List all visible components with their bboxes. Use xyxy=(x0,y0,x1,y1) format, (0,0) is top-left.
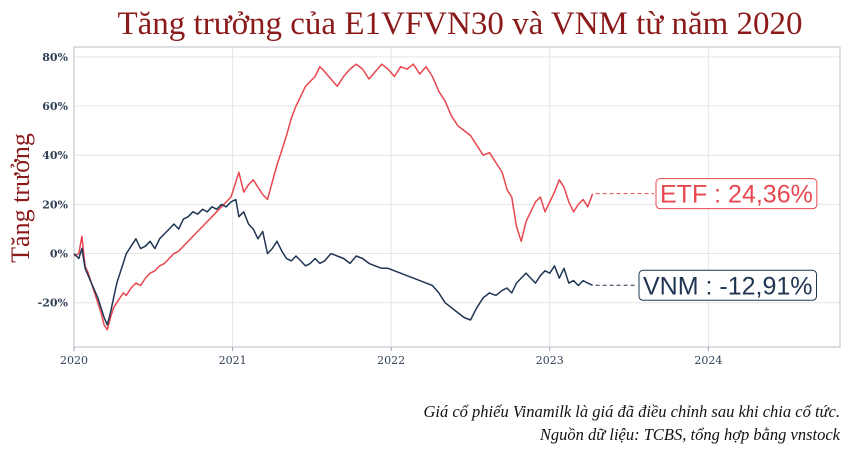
y-axis: 80% 60% 40% 20% 0% -20% xyxy=(38,51,69,310)
y-tick-label: -20% xyxy=(38,297,69,310)
series-line-etf xyxy=(73,63,594,331)
y-tick-label: 40% xyxy=(42,149,68,162)
series-line-vnm xyxy=(73,198,593,326)
end-label-box xyxy=(655,178,818,210)
x-axis: 2020 2021 2022 2023 2024 xyxy=(60,347,722,367)
y-tick-label: 0% xyxy=(50,248,69,261)
x-tick-label: 2020 xyxy=(60,354,88,367)
end-labels: ETF : 24,36% VNM : -12,91% xyxy=(638,178,818,301)
annotation-source: Nguồn dữ liệu: TCBS, tổng hợp bằng vnsto… xyxy=(539,425,841,444)
x-tick-label: 2023 xyxy=(536,354,564,367)
end-label-vnm: VNM : -12,91% xyxy=(638,269,818,301)
grid xyxy=(73,47,840,347)
plot-frame xyxy=(73,46,841,348)
series-layer xyxy=(73,63,654,331)
y-axis-label: Tăng trưởng xyxy=(6,133,35,263)
chart-title: Tăng trưởng của E1VFVN30 và VNM từ năm 2… xyxy=(117,6,802,42)
x-tick-label: 2021 xyxy=(219,354,247,367)
y-tick-label: 80% xyxy=(42,51,68,64)
y-tick-label: 20% xyxy=(42,198,68,211)
end-label-text: ETF : 24,36% xyxy=(660,181,813,209)
x-tick-label: 2024 xyxy=(694,354,722,367)
y-tick-label: 60% xyxy=(42,100,68,113)
end-label-etf: ETF : 24,36% xyxy=(655,178,818,210)
end-label-box xyxy=(638,269,818,301)
x-tick-label: 2022 xyxy=(377,354,405,367)
annotation-note: Giá cổ phiếu Vinamilk là giá đã điều chỉ… xyxy=(423,402,840,421)
end-label-text: VNM : -12,91% xyxy=(643,272,813,300)
